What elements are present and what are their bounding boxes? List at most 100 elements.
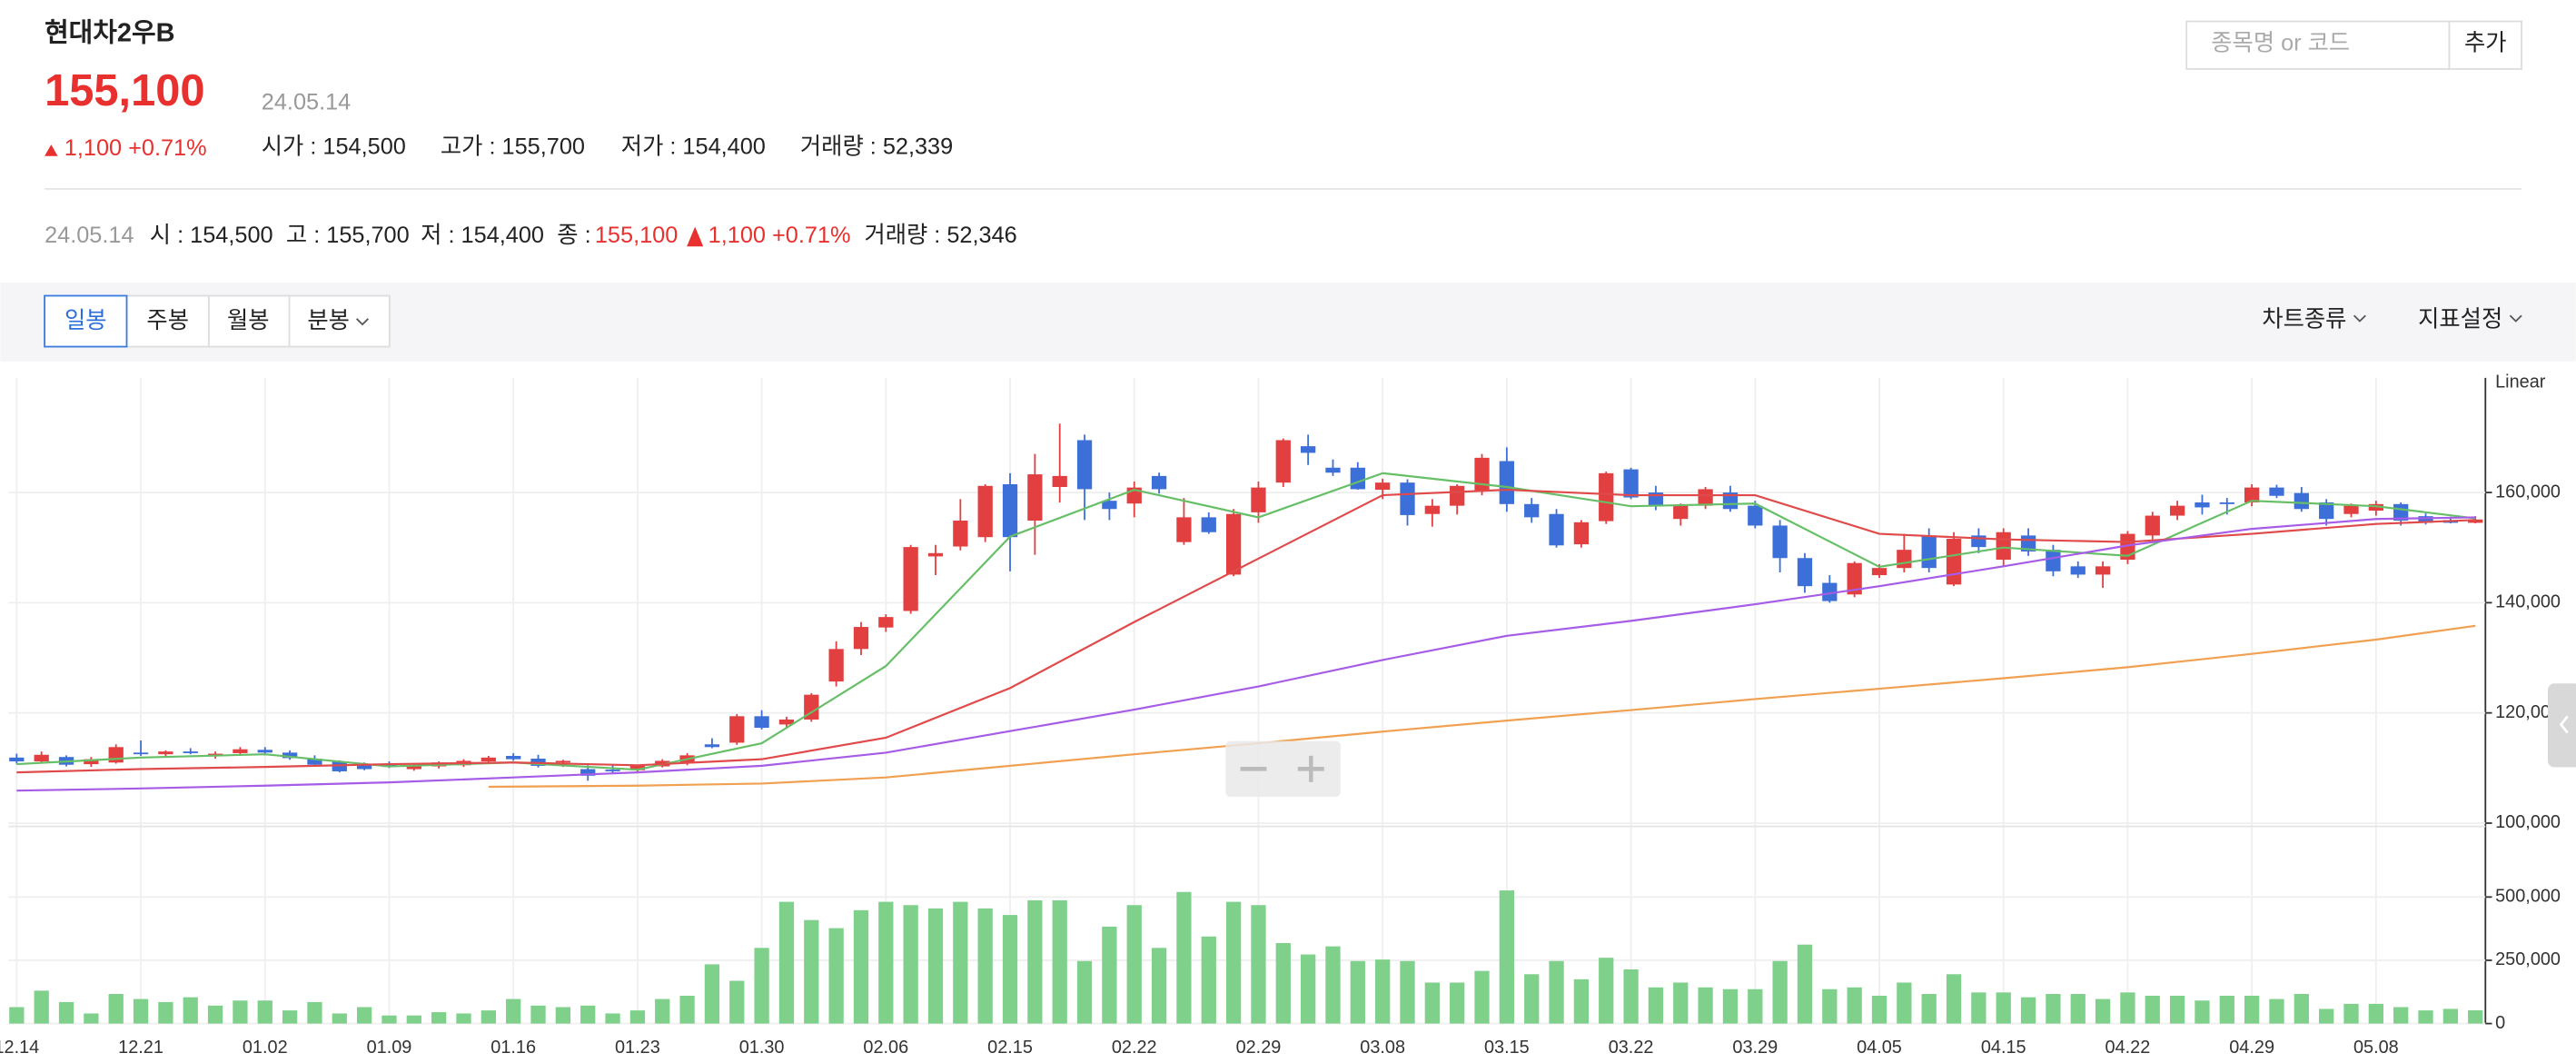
candle-body	[2169, 505, 2185, 516]
add-button-label: 추가	[2464, 31, 2507, 56]
tab-label[interactable]: 주봉	[146, 308, 189, 333]
volume-bar	[1002, 915, 1018, 1024]
volume-bar	[853, 909, 869, 1024]
volume-bar	[1275, 943, 1291, 1024]
tab-group	[125, 294, 391, 348]
tab-daily[interactable]	[44, 294, 128, 348]
candle-body	[1002, 483, 1018, 538]
volume-bar	[605, 1013, 620, 1024]
candle-body	[2219, 502, 2234, 504]
volume-bar	[1623, 969, 1639, 1024]
candle-body	[1027, 474, 1043, 522]
volume-bar	[58, 1001, 74, 1024]
volume-bar	[1897, 982, 1912, 1024]
volume-bar	[1797, 944, 1813, 1024]
candle-body	[903, 547, 918, 611]
volume-bar	[1300, 954, 1316, 1024]
volume-bar	[1599, 958, 1614, 1024]
add-button[interactable]	[2448, 20, 2522, 70]
volume-bar	[629, 1010, 646, 1024]
candle-body	[1921, 535, 1937, 569]
candle-body	[1225, 513, 1242, 575]
volume-bar	[1201, 936, 1216, 1024]
candle-body	[2195, 502, 2210, 508]
y-tick-label: 120,000	[2495, 702, 2561, 722]
candle-body	[84, 759, 99, 765]
candle-body	[406, 765, 421, 770]
candle-body	[282, 752, 298, 759]
volume-bar	[133, 998, 149, 1024]
moving-average	[16, 516, 2476, 792]
tab-label[interactable]: 분봉	[307, 308, 350, 333]
moving-average	[16, 488, 2476, 774]
summary-change: 1,100 +0.71%	[708, 223, 851, 248]
x-tick-label: 01.09	[367, 1038, 412, 1058]
volume-bar	[2046, 994, 2061, 1024]
candle-body	[1946, 539, 1962, 585]
summary-open: 시 : 154,500	[150, 223, 273, 248]
candle-body	[2244, 487, 2260, 502]
volume-bar	[580, 1005, 596, 1024]
candle-body	[1474, 457, 1490, 492]
volume-bar	[1871, 995, 1887, 1024]
chevron	[2353, 314, 2366, 323]
candle-body	[1897, 550, 1912, 569]
volume-bar	[1126, 905, 1142, 1024]
volume-bar	[1524, 974, 1540, 1024]
volume-bar	[1748, 988, 1763, 1024]
volume-bar	[1847, 987, 1862, 1024]
candle-body	[2269, 487, 2284, 496]
candle-body	[1996, 532, 2011, 561]
volume-bar	[183, 997, 198, 1024]
plot-area: 12.14 12.21 01.02 01.09 01.16 01.23 01.30 02.06…	[0, 373, 2561, 1058]
candle-body	[580, 769, 596, 776]
volume-bar	[332, 1013, 347, 1024]
candle-body	[878, 617, 894, 628]
volume-bar	[431, 1012, 447, 1024]
candle-body	[481, 757, 496, 762]
volume-bar	[1375, 959, 1391, 1024]
candle-body	[332, 761, 347, 771]
handle-arrow	[2559, 715, 2569, 734]
candle-body	[1076, 440, 1093, 490]
volume-bar	[2169, 995, 2185, 1024]
volume-bar	[2319, 1008, 2334, 1024]
x-tick-label: 03.22	[1609, 1038, 1654, 1058]
candle-body	[927, 552, 944, 557]
volume-bar	[2219, 995, 2234, 1024]
volume-bar	[1151, 948, 1167, 1024]
volume-bar	[828, 928, 844, 1024]
volume-bar	[1102, 926, 1117, 1024]
summary-close: 155,100	[595, 223, 678, 248]
up-triangle	[45, 144, 58, 156]
x-tick-label: 12.21	[118, 1038, 163, 1058]
x-tick-label: 01.16	[490, 1038, 536, 1058]
summary-high: 고 : 155,700	[286, 223, 410, 248]
volume-bar	[282, 1010, 298, 1024]
search-input[interactable]	[2185, 20, 2451, 70]
volume-bar	[34, 990, 49, 1024]
candle-body	[1151, 475, 1167, 490]
menu-indicator[interactable]: 지표설정	[2418, 306, 2502, 332]
menu-chart-type[interactable]: 차트종류	[2262, 306, 2346, 332]
volume-bar	[207, 1005, 223, 1024]
volume-bar	[1225, 901, 1242, 1024]
volume-bar	[1772, 960, 1788, 1024]
volume-bar	[257, 1000, 272, 1024]
candle-body	[1201, 517, 1216, 532]
volume-bar	[2020, 997, 2036, 1024]
x-tick-label: 04.05	[1857, 1038, 1902, 1058]
candle-body	[1350, 467, 1365, 490]
candle-body	[1549, 513, 1564, 546]
candle-body	[1748, 505, 1763, 526]
tab-label[interactable]: 월봉	[227, 308, 270, 333]
volume-bar	[2442, 1008, 2459, 1024]
x-tick-label: 04.29	[2229, 1038, 2274, 1058]
volume-bar	[1474, 970, 1490, 1024]
candle-body	[953, 521, 968, 547]
high-stat: 고가 : 155,700	[441, 134, 585, 159]
candle-body	[9, 757, 25, 762]
volume-bar	[1921, 994, 1937, 1024]
search-placeholder: 종목명 or 코드	[2211, 31, 2350, 56]
